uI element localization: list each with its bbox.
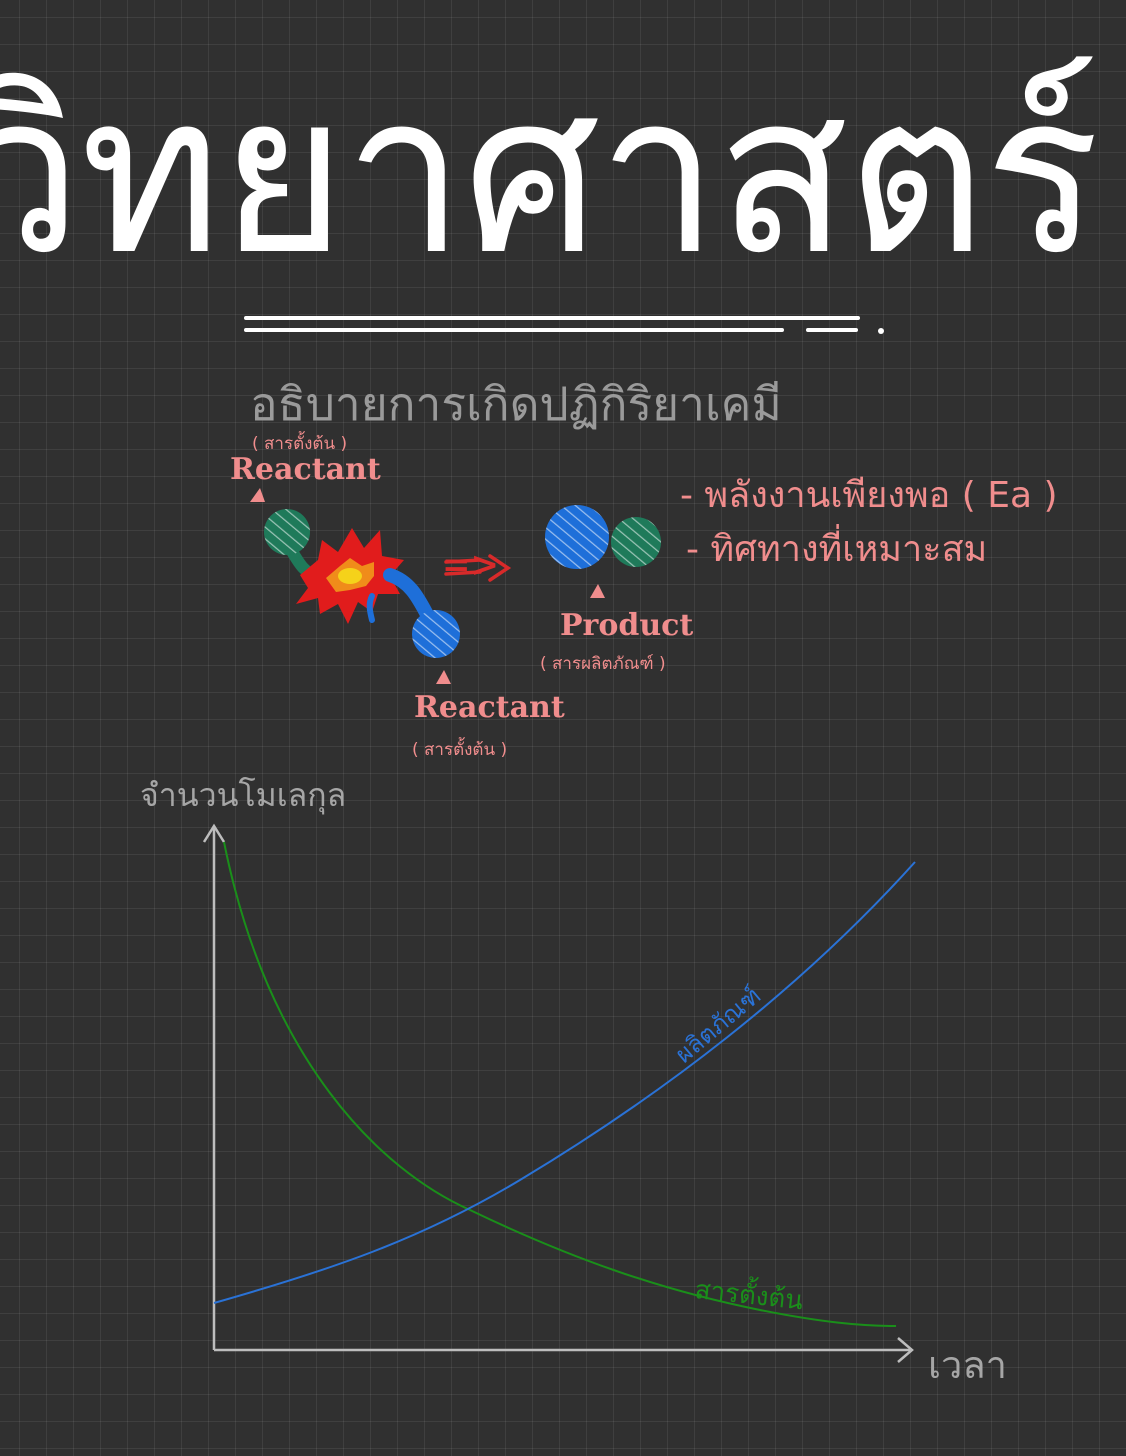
reactant-bottom-label: Reactant xyxy=(414,690,565,725)
collision-explosion-icon xyxy=(296,528,404,624)
reactant-top-note: ( สารตั้งต้น ) xyxy=(252,434,348,454)
product-curve-label: ผลิตภัณฑ์ xyxy=(670,981,766,1068)
reactant-curve xyxy=(223,841,897,1327)
arrow-icon xyxy=(444,554,512,582)
title-underline-dot xyxy=(878,328,884,334)
product-label: Product xyxy=(560,608,694,643)
y-axis-label: จำนวนโมเลกุล xyxy=(140,776,347,814)
condition-energy: - พลังงานเพียงพอ ( Ea ) xyxy=(680,475,1058,516)
x-axis-label: เวลา xyxy=(928,1343,1007,1387)
blue-molecule-icon xyxy=(366,568,460,658)
title-underline-3 xyxy=(806,328,858,332)
product-note: ( สารผลิตภัณฑ์ ) xyxy=(540,654,666,674)
reactant-bottom-pointer xyxy=(436,670,451,684)
product-pointer xyxy=(590,584,605,598)
reactant-top-label: Reactant xyxy=(230,452,381,487)
product-curve xyxy=(213,861,916,1304)
chart-axes xyxy=(202,823,914,1363)
reactant-bottom-note: ( สารตั้งต้น ) xyxy=(412,740,508,760)
reactant-top-pointer xyxy=(250,488,265,502)
condition-orientation: - ทิศทางที่เหมาะสม xyxy=(686,529,988,570)
title-underline-2 xyxy=(244,328,784,332)
title-underline-1 xyxy=(244,316,860,320)
reactant-curve-label: สารตั้งต้น xyxy=(693,1270,805,1316)
subtitle: อธิบายการเกิดปฏิกิริยาเคมี xyxy=(250,377,782,431)
product-molecule-icon xyxy=(545,505,661,569)
